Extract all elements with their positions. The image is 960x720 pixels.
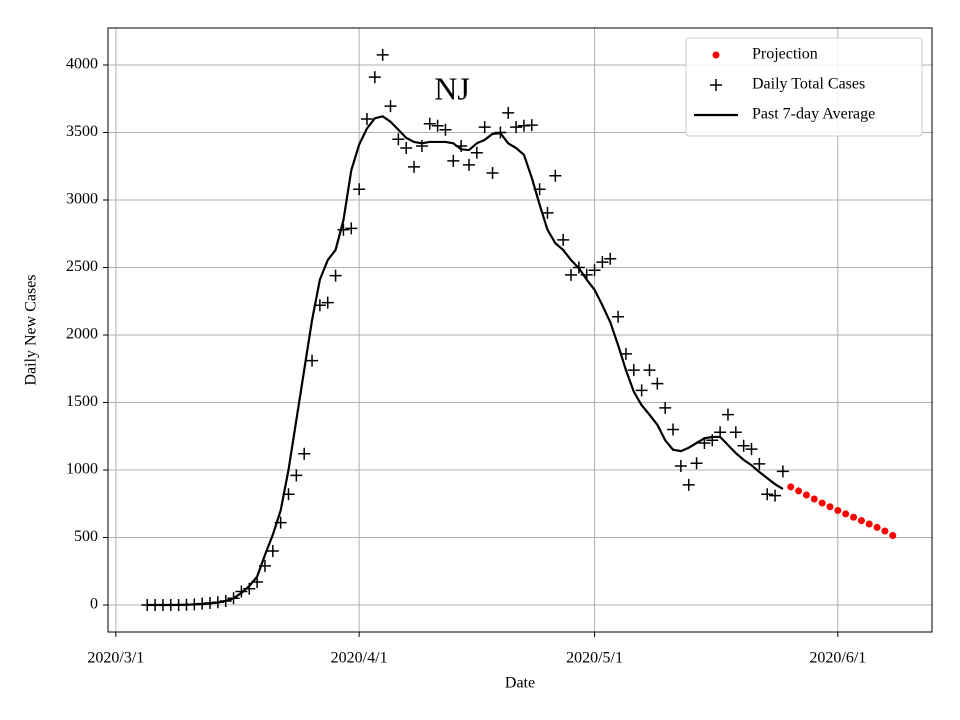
y-tick-label: 3000: [66, 191, 98, 208]
y-tick-label: 0: [90, 596, 98, 613]
case-point: [596, 256, 609, 269]
case-point: [682, 478, 695, 491]
case-point: [384, 100, 397, 113]
case-point: [431, 119, 444, 132]
case-point: [306, 354, 319, 367]
projection-point: [787, 483, 795, 491]
y-tick-label: 1000: [66, 461, 98, 478]
case-point: [298, 447, 311, 460]
case-point: [588, 264, 601, 277]
plot-frame: [107, 27, 933, 633]
case-point: [502, 106, 515, 119]
case-point: [541, 206, 554, 219]
projection-point: [889, 531, 897, 539]
case-point: [659, 401, 672, 414]
y-axis-label: Daily New Cases: [23, 274, 40, 385]
legend-marker: [710, 79, 722, 91]
case-point: [345, 222, 358, 235]
case-point: [761, 488, 774, 501]
case-point: [643, 364, 656, 377]
case-point: [729, 426, 742, 439]
case-point: [674, 459, 687, 472]
case-point: [439, 123, 452, 136]
x-tick-label: 2020/4/1: [331, 650, 388, 667]
projection-point: [802, 491, 810, 499]
case-point: [612, 310, 625, 323]
case-point: [557, 233, 570, 246]
case-point: [368, 71, 381, 84]
case-point: [423, 117, 436, 130]
projection-point: [818, 499, 826, 507]
y-tick-label: 2500: [66, 258, 98, 275]
case-point: [376, 48, 389, 61]
case-point: [776, 465, 789, 478]
case-point: [525, 119, 538, 132]
case-point: [266, 544, 279, 557]
legend-box: [685, 37, 923, 137]
case-point: [337, 223, 350, 236]
chart-title: NJ: [434, 70, 470, 106]
case-point: [604, 252, 617, 265]
case-point: [651, 377, 664, 390]
projection-point: [873, 523, 881, 531]
legend-marker: [712, 51, 720, 59]
projection-point: [810, 495, 818, 503]
case-point: [510, 121, 523, 134]
case-point: [690, 457, 703, 470]
case-point: [753, 457, 766, 470]
case-point: [470, 146, 483, 159]
x-axis-label: Date: [505, 675, 535, 692]
x-tick-label: 2020/5/1: [566, 650, 623, 667]
legend-label: Projection: [752, 46, 818, 63]
case-point: [290, 469, 303, 482]
case-point: [627, 364, 640, 377]
case-point: [447, 154, 460, 167]
case-point: [360, 112, 373, 125]
case-point: [415, 139, 428, 152]
y-tick-label: 4000: [66, 56, 98, 73]
case-point: [329, 269, 342, 282]
case-point: [635, 384, 648, 397]
average-line: [147, 115, 784, 607]
projection-point: [826, 503, 834, 511]
x-tick-label: 2020/6/1: [809, 650, 866, 667]
case-point: [353, 183, 366, 196]
legend-label: Past 7-day Average: [752, 106, 875, 123]
case-point: [667, 423, 680, 436]
case-point: [408, 160, 421, 173]
case-point: [745, 443, 758, 456]
projection-point: [795, 487, 803, 495]
case-point: [400, 142, 413, 155]
case-point: [462, 158, 475, 171]
case-point: [737, 439, 750, 452]
y-tick-label: 3500: [66, 123, 98, 140]
legend-label: Daily Total Cases: [752, 76, 865, 93]
case-point: [549, 169, 562, 182]
y-tick-label: 1500: [66, 393, 98, 410]
projection-point: [842, 510, 850, 518]
case-point: [721, 408, 734, 421]
case-point: [321, 296, 334, 309]
projection-point: [865, 520, 873, 528]
projection-point: [881, 527, 889, 535]
projection-point: [834, 506, 842, 514]
projection-point: [850, 513, 858, 521]
projection-point: [857, 517, 865, 525]
case-point: [486, 166, 499, 179]
case-point: [478, 121, 491, 134]
x-tick-label: 2020/3/1: [87, 650, 144, 667]
y-tick-label: 500: [74, 528, 98, 545]
y-tick-label: 2000: [66, 326, 98, 343]
case-point: [565, 268, 578, 281]
case-point: [769, 489, 782, 502]
case-point: [392, 133, 405, 146]
